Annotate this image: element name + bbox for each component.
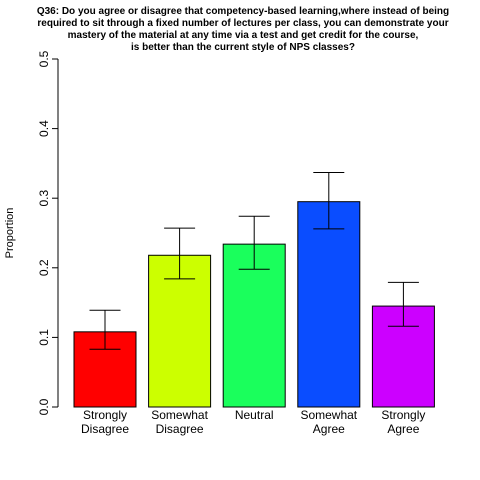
bar	[148, 254, 212, 408]
title-line-3: mastery of the material at any time via …	[68, 30, 419, 41]
error-bars	[89, 171, 419, 350]
y-axis: 0.0 0.1 0.2 0.3 0.4 0.5	[37, 50, 59, 415]
category-label: Somewhat	[300, 408, 357, 422]
title-line-1: Q36: Do you agree or disagree that compe…	[37, 6, 449, 17]
chart-title: Q36: Do you agree or disagree that compe…	[37, 6, 449, 53]
y-tick-label: 0.5	[37, 50, 51, 67]
y-tick-label: 0.1	[37, 329, 51, 346]
bars	[73, 201, 435, 408]
category-label: Neutral	[235, 408, 274, 422]
category-label: Somewhat	[151, 408, 208, 422]
category-label: Strongly	[381, 408, 425, 422]
y-tick-label: 0.4	[37, 120, 51, 137]
bar	[297, 201, 361, 408]
y-tick-label: 0.0	[37, 398, 51, 415]
category-label: Strongly	[83, 408, 127, 422]
error-bar	[387, 281, 419, 327]
error-bar	[164, 227, 196, 280]
category-label: Agree	[387, 422, 419, 436]
error-bar	[313, 171, 345, 230]
error-bar	[238, 215, 270, 270]
category-label: Disagree	[81, 422, 129, 436]
bar	[222, 243, 286, 408]
title-line-4: is better than the current style of NPS …	[131, 42, 355, 53]
category-label: Disagree	[156, 422, 204, 436]
y-tick-label: 0.3	[37, 190, 51, 207]
category-label: Agree	[313, 422, 345, 436]
y-tick-label: 0.2	[37, 259, 51, 276]
title-line-2: required to sit through a fixed number o…	[37, 18, 448, 29]
error-bar	[89, 309, 121, 350]
y-axis-label: Proportion	[4, 208, 16, 259]
